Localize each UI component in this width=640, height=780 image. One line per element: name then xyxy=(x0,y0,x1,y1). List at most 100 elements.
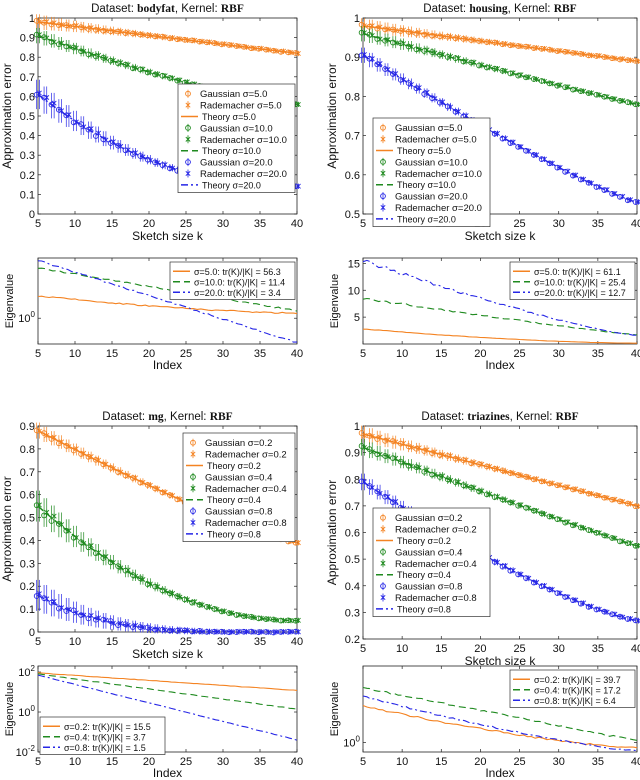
legend-label: σ=10.0: tr(K)/|K| = 11.4 xyxy=(194,277,285,287)
x-tick-label: 25 xyxy=(180,218,192,230)
legend-label: Rademacher σ=0.2 xyxy=(395,525,477,536)
axes-box xyxy=(362,17,638,215)
x-tick-label: 15 xyxy=(106,348,118,360)
series-gaussian xyxy=(358,26,639,108)
rademacher-marker xyxy=(534,508,540,514)
x-tick-label: 5 xyxy=(35,756,41,768)
y-tick-exponent: 0 xyxy=(31,310,36,319)
x-tick-label: 25 xyxy=(513,348,525,360)
y-tick-label: 0.2 xyxy=(345,634,360,646)
x-tick-label: 15 xyxy=(435,348,447,360)
x-tick-label: 15 xyxy=(106,756,118,768)
legend-label: σ=20.0: tr(K)/|K| = 3.4 xyxy=(194,288,281,298)
rademacher-marker xyxy=(295,629,301,635)
theory-line xyxy=(37,594,297,633)
x-tick-label: 20 xyxy=(143,636,155,648)
legend-label: σ=0.8: tr(K)/|K| = 6.4 xyxy=(534,696,616,706)
gaussian-marker xyxy=(380,159,386,165)
y-axis-label: Eigenvalue xyxy=(329,682,341,736)
gaussian-marker xyxy=(380,124,386,131)
series-theory xyxy=(37,505,298,622)
y-tick-label: 0.3 xyxy=(345,607,360,619)
rademacher-marker xyxy=(573,521,579,528)
legend-label: σ=20.0: tr(K)/|K| = 12.7 xyxy=(534,288,626,298)
legend-label: Theory σ=10.0 xyxy=(202,146,261,156)
rademacher-marker xyxy=(604,609,610,615)
rademacher-marker xyxy=(44,94,50,101)
x-tick-label: 5 xyxy=(360,756,366,768)
rademacher-marker xyxy=(185,102,191,108)
rademacher-marker xyxy=(96,52,102,58)
rademacher-marker xyxy=(192,599,198,605)
axes-box xyxy=(362,257,638,345)
legend-label: Rademacher σ=0.4 xyxy=(395,559,477,570)
x-tick-label: 15 xyxy=(106,636,118,648)
y-tick-label: 0.4 xyxy=(345,581,360,593)
legend-box xyxy=(372,507,491,617)
y-tick-label: 15 xyxy=(348,258,360,270)
x-tick-label: 10 xyxy=(69,218,81,230)
title-kernel-name: RBF xyxy=(221,3,244,15)
rademacher-marker xyxy=(118,620,124,626)
rademacher-marker xyxy=(612,96,618,102)
y-tick-label: 0.2 xyxy=(20,581,35,593)
rademacher-marker xyxy=(162,627,168,633)
y-tick-label: 0.8 xyxy=(20,444,35,456)
legend-label: Gaussian σ=0.8 xyxy=(395,582,462,593)
x-tick-label: 30 xyxy=(553,756,565,768)
rademacher-marker xyxy=(380,170,386,176)
rademacher-marker xyxy=(66,44,72,50)
legend-label: Rademacher σ=20.0 xyxy=(395,203,482,214)
x-axis-label: Index xyxy=(153,358,182,372)
x-tick-label: 30 xyxy=(217,756,229,768)
x-tick-label: 25 xyxy=(513,756,525,768)
rademacher-marker xyxy=(295,101,301,108)
x-tick-label: 35 xyxy=(254,218,266,230)
legend-label: Gaussian σ=5.0 xyxy=(395,123,462,134)
y-tick-label: 0.2 xyxy=(20,170,35,182)
y-tick-label: 0.8 xyxy=(345,91,360,103)
rademacher-marker xyxy=(620,193,626,200)
gaussian-marker xyxy=(380,549,386,555)
x-tick-label: 20 xyxy=(143,348,155,360)
legend-label: Rademacher σ=5.0 xyxy=(200,101,282,112)
y-tick-label: 0.3 xyxy=(20,150,35,162)
legend-label: σ=0.4: tr(K)/|K| = 17.2 xyxy=(534,685,621,695)
y-tick-label: 0.5 xyxy=(345,209,360,221)
y-axis-label: Approximation error xyxy=(0,476,14,581)
legend-label: Gaussian σ=0.4 xyxy=(395,547,462,558)
x-axis-label: Index xyxy=(485,358,514,372)
x-tick-label: 25 xyxy=(180,348,192,360)
y-tick-label: 0.9 xyxy=(20,421,35,433)
legend-label: Theory σ=0.2 xyxy=(207,461,261,471)
y-tick-label: 0.7 xyxy=(345,501,360,513)
y-tick-base: 10 xyxy=(348,285,360,297)
rademacher-marker xyxy=(487,64,493,70)
legend-box xyxy=(177,83,296,193)
y-tick-label: 100 xyxy=(18,704,35,719)
eigen-series-line xyxy=(362,704,638,749)
x-axis-label: Sketch size k xyxy=(132,647,204,661)
rademacher-marker xyxy=(288,618,294,624)
x-tick-label: 30 xyxy=(217,218,229,230)
y-tick-label: 102 xyxy=(18,664,35,679)
error-plot-housing: Dataset: housing, Kernel: RBF 0.5 0.6 0.7 0.… xyxy=(325,3,640,243)
rademacher-marker xyxy=(51,513,57,519)
rademacher-marker xyxy=(401,460,407,466)
legend-box xyxy=(509,261,636,300)
title-dataset-label: Dataset: xyxy=(423,3,469,15)
rademacher-marker xyxy=(549,586,555,593)
theory-line xyxy=(362,481,638,622)
y-tick-label: 0.5 xyxy=(345,554,360,566)
rademacher-marker xyxy=(581,600,587,606)
x-tick-label: 5 xyxy=(35,348,41,360)
x-tick-label: 25 xyxy=(180,756,192,768)
rademacher-marker xyxy=(73,610,79,616)
legend-label: Rademacher σ=0.4 xyxy=(205,484,287,495)
rademacher-marker xyxy=(192,628,198,635)
x-axis-label: Index xyxy=(153,766,182,780)
legend-label: Gaussian σ=10.0 xyxy=(395,157,468,168)
legend-label: Gaussian σ=20.0 xyxy=(395,192,468,203)
